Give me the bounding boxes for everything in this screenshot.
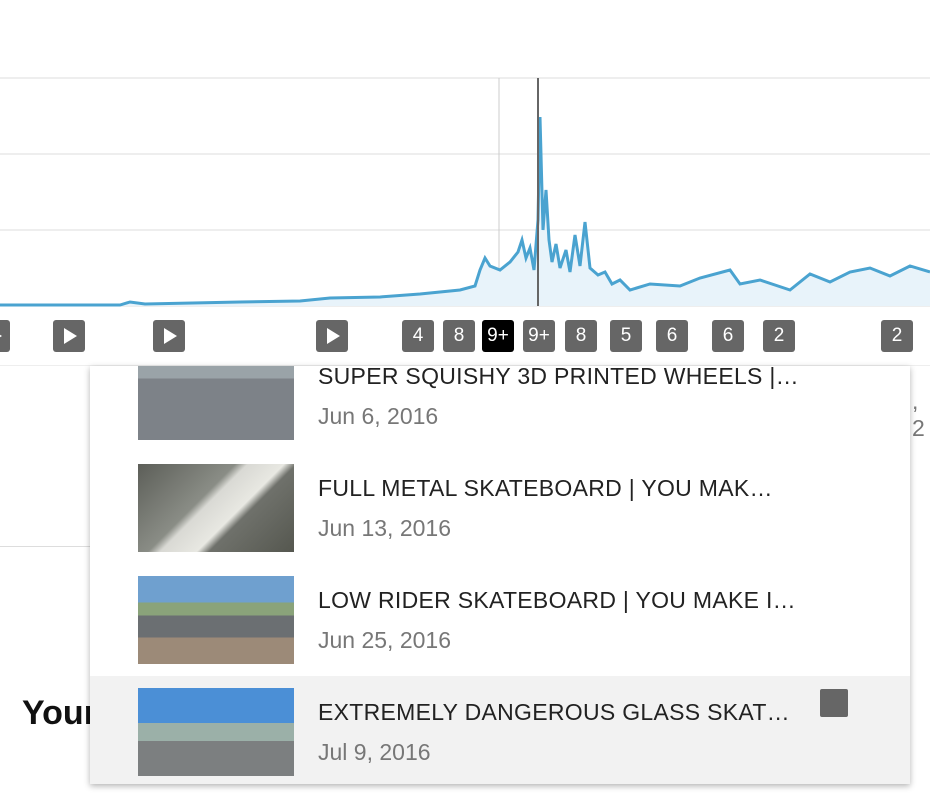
video-item[interactable]: FULL METAL SKATEBOARD | YOU MAK… Jun 13, … bbox=[90, 452, 910, 564]
count-badge[interactable]: 4 bbox=[402, 320, 434, 352]
play-marker[interactable] bbox=[316, 320, 348, 352]
line bbox=[0, 116, 930, 307]
video-item[interactable]: SUPER SQUISHY 3D PRINTED WHEELS |… Jun 6,… bbox=[90, 366, 910, 452]
count-badge[interactable]: 9+ bbox=[482, 320, 514, 352]
count-badge[interactable]: 6 bbox=[656, 320, 688, 352]
icon-bar bbox=[820, 713, 848, 720]
video-title: EXTREMELY DANGEROUS GLASS SKAT… bbox=[318, 699, 790, 725]
icon-bar bbox=[820, 689, 848, 699]
count-badge[interactable]: 8 bbox=[565, 320, 597, 352]
count-badge[interactable]: 6 bbox=[712, 320, 744, 352]
thumbnail bbox=[138, 688, 294, 776]
analytics-icon[interactable] bbox=[820, 689, 848, 717]
divider bbox=[0, 546, 90, 547]
video-title: SUPER SQUISHY 3D PRINTED WHEELS |… bbox=[318, 366, 799, 389]
count-badge[interactable]: 5 bbox=[610, 320, 642, 352]
video-title: FULL METAL SKATEBOARD | YOU MAK… bbox=[318, 475, 773, 501]
video-title: LOW RIDER SKATEBOARD | YOU MAKE I… bbox=[318, 587, 796, 613]
count-badge[interactable]: 2 bbox=[881, 320, 913, 352]
count-badge[interactable]: 9+ bbox=[523, 320, 555, 352]
video-date: Jul 9, 2016 bbox=[318, 739, 431, 765]
play-marker[interactable] bbox=[53, 320, 85, 352]
video-date: Jun 13, 2016 bbox=[318, 515, 452, 541]
count-badge[interactable]: 8 bbox=[443, 320, 475, 352]
icon-bar bbox=[820, 699, 848, 713]
thumbnail bbox=[138, 576, 294, 664]
thumbnail bbox=[138, 366, 294, 440]
video-item[interactable]: EXTREMELY DANGEROUS GLASS SKAT… Jul 9, 20… bbox=[90, 676, 910, 784]
video-date: Jun 25, 2016 bbox=[318, 627, 452, 653]
play-marker[interactable] bbox=[153, 320, 185, 352]
video-menu: SUPER SQUISHY 3D PRINTED WHEELS |… Jun 6,… bbox=[90, 366, 910, 784]
video-date: Jun 6, 2016 bbox=[318, 403, 439, 429]
count-badge[interactable]: 2 bbox=[763, 320, 795, 352]
clipped-text: , 2 bbox=[912, 388, 925, 441]
play-marker[interactable] bbox=[0, 320, 10, 352]
heading: Your bbox=[22, 694, 97, 732]
area bbox=[0, 117, 930, 306]
video-item[interactable]: LOW RIDER SKATEBOARD | YOU MAKE I… Jun 25… bbox=[90, 564, 910, 676]
thumbnail bbox=[138, 464, 294, 552]
chart bbox=[0, 77, 930, 366]
